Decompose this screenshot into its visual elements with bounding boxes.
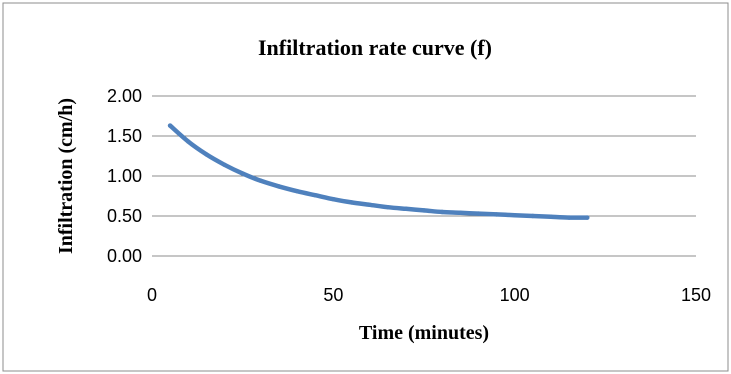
data-point xyxy=(258,178,263,183)
data-point xyxy=(585,215,590,220)
series-layer xyxy=(167,123,590,220)
data-point xyxy=(349,200,354,205)
y-axis-ticks: 0.00 0.50 1.00 1.50 2.00 xyxy=(107,86,142,266)
y-tick-label: 0.50 xyxy=(107,206,142,226)
data-point xyxy=(530,213,535,219)
data-point xyxy=(313,193,318,198)
data-point xyxy=(458,210,463,215)
x-tick-label: 100 xyxy=(500,285,530,305)
data-point xyxy=(204,152,209,157)
y-tick-label: 1.50 xyxy=(107,126,142,146)
data-point xyxy=(186,139,191,144)
data-point xyxy=(403,206,409,211)
data-point xyxy=(566,215,572,220)
data-point xyxy=(167,123,173,128)
x-tick-label: 150 xyxy=(681,285,711,305)
data-point xyxy=(494,212,499,217)
data-point xyxy=(294,189,300,194)
data-point xyxy=(367,202,372,207)
y-axis-title: Infiltration (cm/h) xyxy=(55,98,77,254)
x-axis-title: Time (minutes) xyxy=(359,322,489,344)
x-tick-label: 0 xyxy=(147,285,157,305)
data-point xyxy=(222,162,227,167)
data-point xyxy=(439,209,445,215)
data-point xyxy=(276,184,282,189)
chart-title: Infiltration rate curve (f) xyxy=(258,35,492,60)
data-point xyxy=(512,213,517,218)
y-tick-label: 0.00 xyxy=(107,246,142,266)
data-point xyxy=(476,211,481,216)
data-point xyxy=(385,205,390,210)
y-tick-label: 1.00 xyxy=(107,166,142,186)
data-point xyxy=(548,214,554,219)
data-point xyxy=(421,208,427,213)
data-point xyxy=(240,171,245,176)
x-axis-ticks: 0 50 100 150 xyxy=(147,285,711,305)
data-point xyxy=(331,197,336,202)
y-tick-label: 2.00 xyxy=(107,86,142,106)
x-tick-label: 50 xyxy=(323,285,343,305)
